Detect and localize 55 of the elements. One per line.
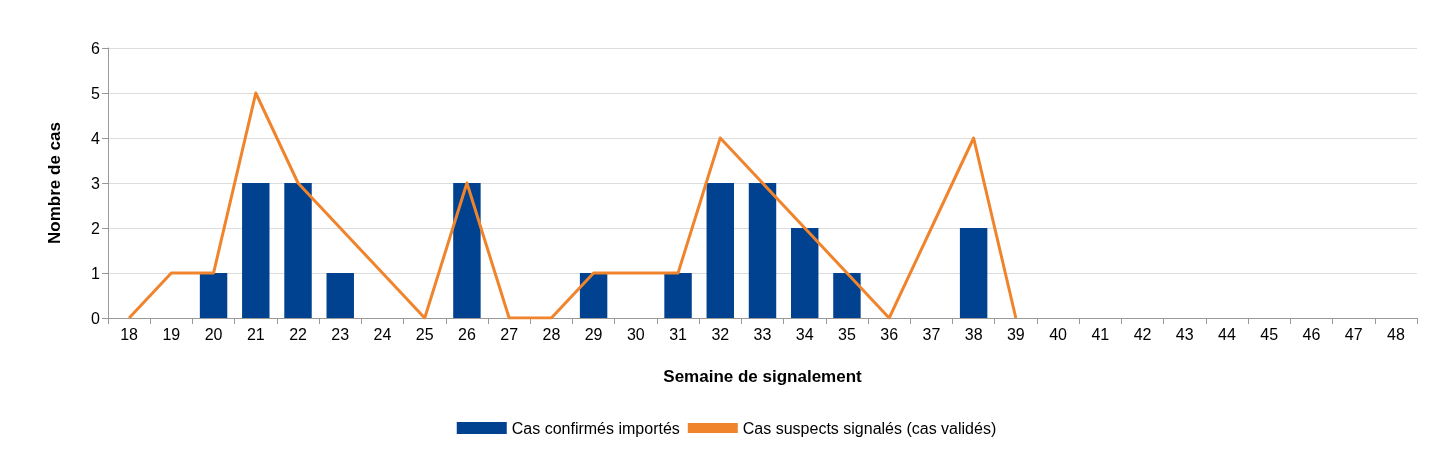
bar: [706, 183, 734, 318]
bar: [748, 183, 777, 318]
bar: [791, 228, 819, 318]
x-tick-label: 32: [711, 325, 730, 343]
x-tick-label: 19: [162, 325, 181, 343]
x-tick-label: 30: [626, 325, 645, 343]
x-tick-label: 26: [458, 325, 476, 343]
y-tick-label: 6: [91, 39, 101, 57]
bar: [664, 273, 692, 318]
x-tick-label: 40: [1049, 325, 1068, 343]
x-tick-label: 24: [373, 325, 392, 343]
x-tick-label: 21: [246, 325, 265, 343]
x-tick-label: 23: [331, 325, 350, 343]
y-axis-title: Nombre de cas: [45, 122, 64, 244]
x-tick-label: 36: [880, 325, 899, 343]
x-tick-label: 38: [964, 325, 983, 343]
bar: [833, 273, 861, 318]
x-tick-label: 31: [669, 325, 688, 343]
x-tick-label: 33: [753, 325, 772, 343]
x-tick-label: 34: [795, 325, 814, 343]
x-tick-label: 47: [1344, 325, 1363, 343]
bar: [326, 273, 354, 318]
bar: [284, 183, 312, 318]
x-tick-label: 20: [204, 325, 223, 343]
y-tick-label: 3: [91, 174, 101, 192]
x-tick-label: 27: [500, 325, 519, 343]
bar: [959, 228, 988, 318]
x-tick-label: 29: [584, 325, 603, 343]
x-tick-label: 41: [1091, 325, 1110, 343]
x-tick-label: 39: [1006, 325, 1025, 343]
x-tick-label: 42: [1133, 325, 1152, 343]
x-tick-label: 44: [1218, 325, 1236, 343]
y-tick-label: 1: [91, 264, 101, 282]
y-tick-label: 5: [91, 84, 101, 102]
x-tick-label: 43: [1175, 325, 1194, 343]
x-tick-label: 22: [289, 325, 308, 343]
line-series: [127, 91, 1018, 320]
legend-label: Cas suspects signalés (cas validés): [742, 419, 997, 437]
legend-label: Cas confirmés importés: [511, 419, 680, 437]
x-tick-label: 35: [838, 325, 856, 343]
x-tick-label: 48: [1386, 325, 1405, 343]
x-tick-label: 45: [1260, 325, 1279, 343]
bar: [453, 183, 481, 318]
y-tick-label: 2: [91, 219, 101, 237]
bar: [199, 273, 228, 318]
x-tick-label: 46: [1302, 325, 1321, 343]
bar: [242, 183, 270, 318]
x-tick-label: 37: [922, 325, 941, 343]
y-tick-label: 0: [91, 309, 101, 327]
x-tick-label: 25: [415, 325, 434, 343]
x-tick-label: 28: [542, 325, 561, 343]
x-tick-label: 18: [120, 325, 139, 343]
x-axis-title: Semaine de signalement: [663, 367, 863, 386]
bar: [579, 273, 608, 318]
y-tick-label: 4: [91, 129, 101, 147]
